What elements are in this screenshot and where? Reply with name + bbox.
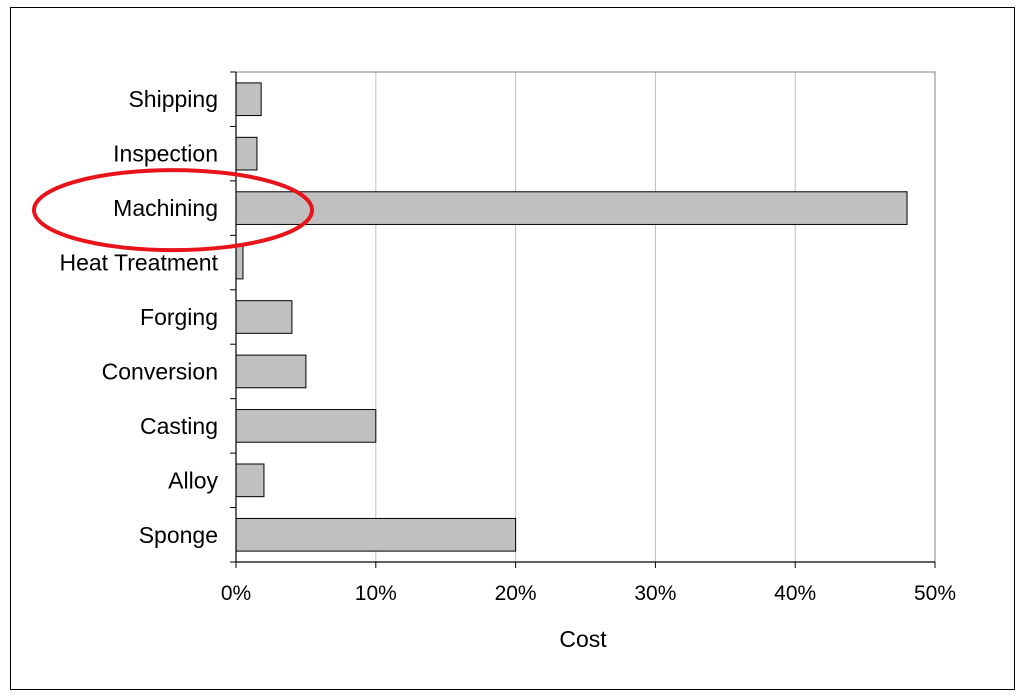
highlight-ellipse	[32, 168, 314, 253]
category-label-casting: Casting	[140, 413, 218, 439]
grid-lines	[235, 71, 936, 563]
x-axis-title: Cost	[559, 626, 607, 652]
bar-inspection	[235, 136, 258, 171]
category-label-shipping: Shipping	[128, 86, 218, 112]
category-label-sponge: Sponge	[139, 522, 218, 548]
x-tick-label-20: 20%	[495, 582, 537, 605]
x-tick-label-40: 40%	[774, 582, 816, 605]
category-labels: Shipping Inspection Machining Heat Treatmen…	[59, 86, 218, 548]
bar-conversion	[235, 354, 307, 389]
category-label-machining: Machining	[113, 195, 218, 221]
chart-frame	[10, 7, 1015, 690]
axes	[230, 71, 936, 568]
x-tick-labels: 0% 10% 20% 30% 40% 50%	[221, 582, 956, 605]
bar-alloy	[235, 463, 265, 498]
plot-area-border	[235, 71, 936, 563]
x-tick-label-0: 0%	[221, 582, 251, 605]
bar-sponge	[235, 517, 517, 552]
bars	[235, 82, 908, 552]
x-tick-label-50: 50%	[914, 582, 956, 605]
category-label-forging: Forging	[140, 304, 218, 330]
highlight-layer	[32, 168, 314, 253]
bar-machining	[235, 191, 908, 225]
bar-casting	[235, 409, 377, 443]
category-label-inspection: Inspection	[113, 141, 218, 167]
category-label-alloy: Alloy	[168, 467, 218, 493]
bar-heat-treatment	[235, 245, 244, 280]
category-label-heat-treatment: Heat Treatment	[59, 250, 218, 276]
x-tick-label-30: 30%	[634, 582, 676, 605]
bar-shipping	[235, 82, 262, 117]
category-label-conversion: Conversion	[102, 358, 218, 384]
x-tick-label-10: 10%	[355, 582, 397, 605]
bar-forging	[235, 300, 293, 334]
